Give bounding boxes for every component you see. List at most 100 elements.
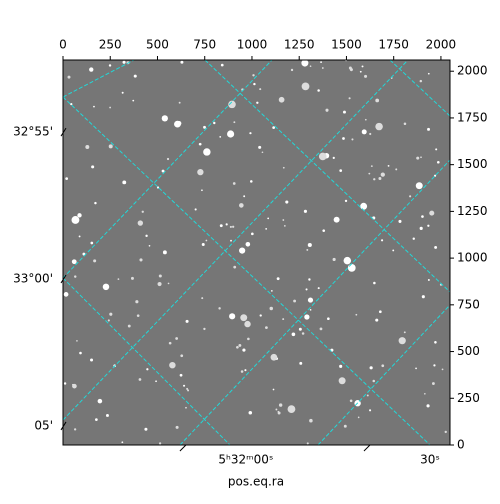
- star: [364, 118, 367, 121]
- star: [122, 180, 127, 185]
- dec-tick-label: 05': [34, 418, 53, 432]
- star: [355, 313, 358, 316]
- star: [166, 157, 170, 161]
- star: [317, 89, 320, 92]
- x-tick-label: 1750: [378, 38, 409, 52]
- coordinate-grid: [63, 60, 450, 445]
- star: [71, 259, 77, 265]
- star: [375, 98, 380, 103]
- star: [136, 314, 140, 317]
- star: [309, 65, 312, 68]
- star: [121, 91, 124, 94]
- star: [433, 364, 436, 367]
- star: [138, 378, 142, 381]
- star: [108, 144, 113, 149]
- star: [253, 82, 256, 86]
- star: [272, 388, 275, 391]
- star: [421, 215, 424, 218]
- star: [225, 223, 228, 226]
- star: [258, 145, 262, 149]
- star: [307, 297, 314, 303]
- star: [287, 405, 296, 414]
- star: [249, 132, 252, 135]
- star: [293, 299, 297, 303]
- star: [308, 278, 311, 281]
- star: [78, 235, 81, 238]
- star: [238, 343, 242, 347]
- star: [243, 195, 246, 198]
- star: [424, 392, 426, 395]
- star: [348, 97, 351, 100]
- star: [306, 442, 309, 445]
- star: [415, 367, 417, 370]
- star: [218, 307, 221, 310]
- star: [194, 208, 197, 211]
- star: [421, 295, 425, 299]
- star: [301, 82, 310, 91]
- star: [179, 373, 183, 377]
- star: [167, 282, 170, 285]
- star: [368, 172, 371, 175]
- star: [298, 327, 302, 331]
- ra-tick-label: 30ˢ: [420, 453, 440, 467]
- star: [139, 258, 143, 262]
- star: [244, 369, 247, 372]
- star: [299, 361, 303, 365]
- star: [187, 389, 190, 392]
- star: [201, 242, 205, 246]
- star: [333, 216, 340, 223]
- star: [155, 380, 157, 383]
- star: [304, 314, 310, 320]
- star: [434, 245, 438, 249]
- dec-tick-label: 32°55': [13, 125, 53, 139]
- x-tick-label: 1250: [284, 38, 315, 52]
- star: [168, 341, 172, 345]
- star: [161, 169, 165, 173]
- star: [285, 200, 289, 204]
- star: [157, 281, 162, 287]
- star: [239, 203, 244, 208]
- star: [309, 309, 312, 311]
- star: [267, 217, 270, 220]
- star: [232, 225, 235, 228]
- star: [307, 242, 312, 248]
- star: [236, 345, 239, 349]
- star: [175, 337, 179, 340]
- star: [76, 340, 78, 342]
- star: [291, 332, 296, 337]
- star: [227, 130, 235, 138]
- star: [276, 277, 280, 281]
- dec-tick: [60, 127, 67, 137]
- star: [269, 306, 274, 311]
- star: [183, 384, 186, 387]
- star: [398, 219, 402, 223]
- star: [259, 314, 262, 317]
- y-tick-label: 500: [457, 344, 480, 358]
- star: [240, 370, 244, 373]
- star: [392, 249, 395, 252]
- star: [133, 74, 137, 78]
- star: [441, 368, 444, 371]
- star: [93, 105, 95, 108]
- star: [349, 399, 353, 403]
- star: [261, 151, 264, 154]
- star: [366, 394, 369, 397]
- star: [145, 234, 148, 238]
- star: [141, 210, 144, 213]
- star: [229, 225, 232, 229]
- star: [278, 403, 283, 407]
- star: [347, 263, 356, 272]
- star: [426, 404, 430, 408]
- star: [364, 74, 368, 78]
- star: [197, 168, 204, 176]
- star: [67, 75, 71, 79]
- star: [429, 210, 435, 216]
- star: [415, 182, 423, 190]
- star: [109, 312, 113, 316]
- star: [230, 239, 232, 242]
- star: [176, 121, 182, 126]
- star: [247, 337, 250, 341]
- star: [403, 331, 406, 334]
- star: [343, 424, 347, 428]
- star: [375, 122, 383, 131]
